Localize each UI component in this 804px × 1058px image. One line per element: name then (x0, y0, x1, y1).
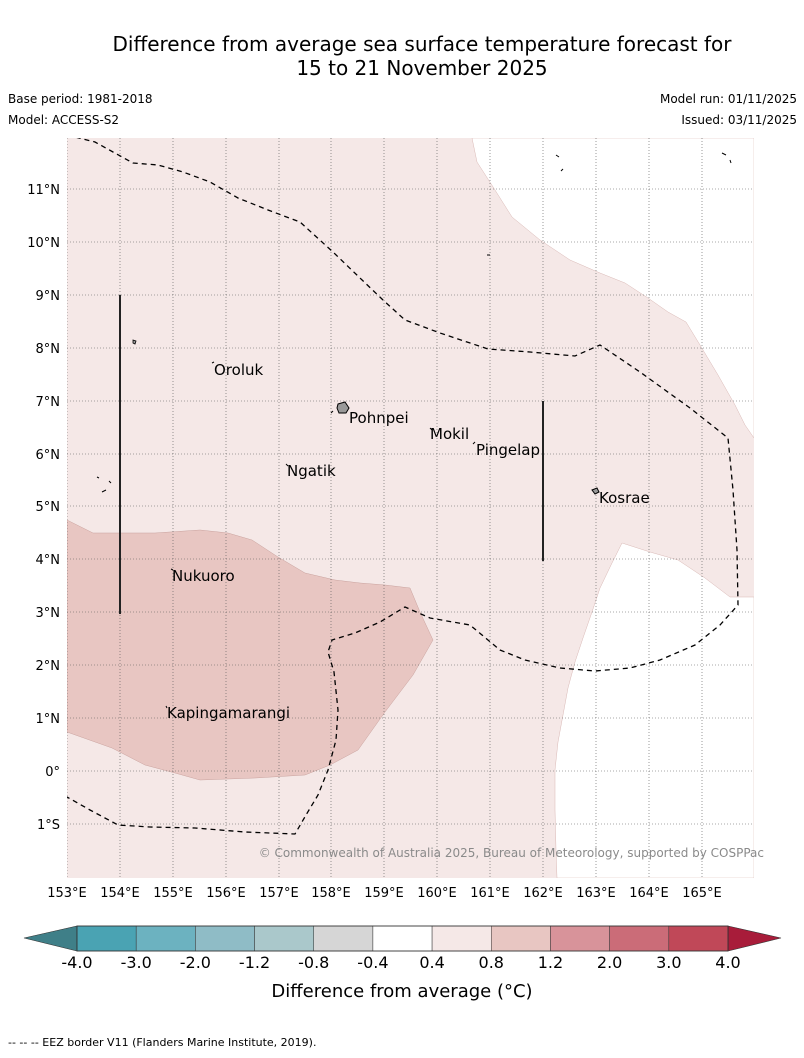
colorbar-segment (254, 925, 314, 952)
lat-label: 2°N (36, 659, 61, 674)
lat-label: 10°N (27, 236, 60, 251)
colorbar-tick-label: 0.8 (479, 953, 504, 972)
lat-label: 7°N (36, 395, 61, 410)
lat-gridlines (67, 188, 754, 825)
colorbar-segment (550, 925, 610, 952)
colorbar-tick-label: -0.4 (357, 953, 388, 972)
lat-label: 3°N (36, 606, 61, 621)
small-atoll-west (96, 476, 112, 493)
lon-label: 154°E (100, 886, 140, 901)
pingelap-atoll (472, 441, 476, 445)
lon-label: 165°E (682, 886, 722, 901)
issued-date: Issued: 03/11/2025 (681, 113, 797, 127)
lat-label: 5°N (36, 500, 61, 515)
lon-label: 153°E (47, 886, 87, 901)
lat-label: 9°N (36, 289, 61, 304)
colorbar-tick-label: 3.0 (656, 953, 681, 972)
lat-label: 11°N (27, 183, 60, 198)
place-mokil: Mokil (430, 425, 469, 443)
colorbar-segment (195, 925, 255, 952)
near-average-region-south (554, 542, 754, 878)
place-ngatik: Ngatik (287, 462, 336, 480)
lon-label: 156°E (206, 886, 246, 901)
lon-gridlines (67, 138, 703, 878)
map-title: Difference from average sea surface temp… (0, 32, 804, 80)
lat-axis-labels: 11°N 10°N 9°N 8°N 7°N 6°N 5°N 4°N 3°N 2°… (27, 183, 60, 833)
colorbar-tick-label: 0.4 (419, 953, 444, 972)
oroluk-atoll (211, 361, 215, 364)
lon-label: 155°E (153, 886, 193, 901)
lat-label: 1°S (37, 818, 60, 833)
lon-label: 160°E (417, 886, 457, 901)
lat-label: 6°N (36, 448, 61, 463)
title-line-1: Difference from average sea surface temp… (112, 32, 732, 56)
map-area (67, 138, 754, 878)
kosrae-island (591, 487, 600, 495)
colorbar-segment (491, 925, 551, 952)
place-nukuoro: Nukuoro (172, 567, 235, 585)
lat-label: 8°N (36, 342, 61, 357)
colorbar-tick-label: 4.0 (715, 953, 740, 972)
place-oroluk: Oroluk (214, 361, 263, 379)
colorbar-title: Difference from average (°C) (271, 981, 532, 1002)
lon-label: 158°E (311, 886, 351, 901)
lat-label: 4°N (36, 553, 61, 568)
colorbar-tick-label: -4.0 (61, 953, 92, 972)
colorbar-segment (668, 925, 729, 952)
kapingamarangi-atoll (165, 705, 168, 709)
lon-axis-labels: 153°E 154°E 155°E 156°E 157°E 158°E 159°… (47, 886, 722, 901)
eez-footnote: -- -- -- EEZ border V11 (Flanders Marine… (8, 1036, 317, 1049)
colorbar-frame (76, 925, 729, 952)
ngatik-atoll (285, 463, 289, 467)
colorbar: -4.0 -3.0 -2.0 -1.2 -0.8 -0.4 0.4 0.8 1.2 2.0 3.0 4… (23, 925, 782, 1002)
colorbar-segment (431, 925, 492, 952)
colorbar-tick-label: 1.2 (538, 953, 563, 972)
small-atoll-north2 (721, 152, 732, 164)
nukuoro-atoll (170, 568, 174, 571)
ant-atoll (330, 410, 334, 414)
colorbar-over-arrow (727, 925, 782, 952)
anomaly-0.8-1.2-region (67, 519, 434, 781)
title-line-2: 15 to 21 November 2025 (296, 56, 548, 80)
colorbar-under-arrow (23, 925, 78, 952)
mokil-atoll (429, 427, 433, 431)
pohnpei-island (336, 401, 350, 414)
small-atoll-north1 (555, 154, 564, 172)
colorbar-tick-label: 2.0 (597, 953, 622, 972)
colorbar-segment (76, 925, 137, 952)
colorbar-tick-label: -2.0 (180, 953, 211, 972)
lat-label: 1°N (36, 712, 61, 727)
colorbar-tick-label: -0.8 (298, 953, 329, 972)
model-run: Model run: 01/11/2025 (659, 92, 797, 106)
base-period: Base period: 1981-2018 (8, 92, 153, 106)
eez-border-north (67, 138, 739, 835)
lon-label: 157°E (259, 886, 299, 901)
place-kosrae: Kosrae (599, 489, 650, 507)
place-kapingamarangi: Kapingamarangi (167, 704, 290, 722)
lon-label: 163°E (576, 886, 616, 901)
lat-label: 0° (45, 765, 60, 780)
colorbar-segment (609, 925, 670, 952)
colorbar-segment (313, 925, 374, 952)
lon-label: 164°E (629, 886, 669, 901)
copyright-notice: © Commonwealth of Australia 2025, Bureau… (259, 846, 764, 860)
model-name: Model: ACCESS-S2 (8, 113, 120, 127)
near-average-region-north (471, 138, 754, 439)
place-pingelap: Pingelap (476, 441, 540, 459)
colorbar-segment (135, 925, 196, 952)
colorbar-tick-label: -1.2 (239, 953, 270, 972)
colorbar-segment (372, 925, 433, 952)
lon-label: 161°E (470, 886, 510, 901)
place-pohnpei: Pohnpei (349, 409, 409, 427)
small-island-nw (132, 339, 137, 345)
colorbar-tick-label: -3.0 (121, 953, 152, 972)
lon-label: 162°E (523, 886, 563, 901)
lon-label: 159°E (364, 886, 404, 901)
